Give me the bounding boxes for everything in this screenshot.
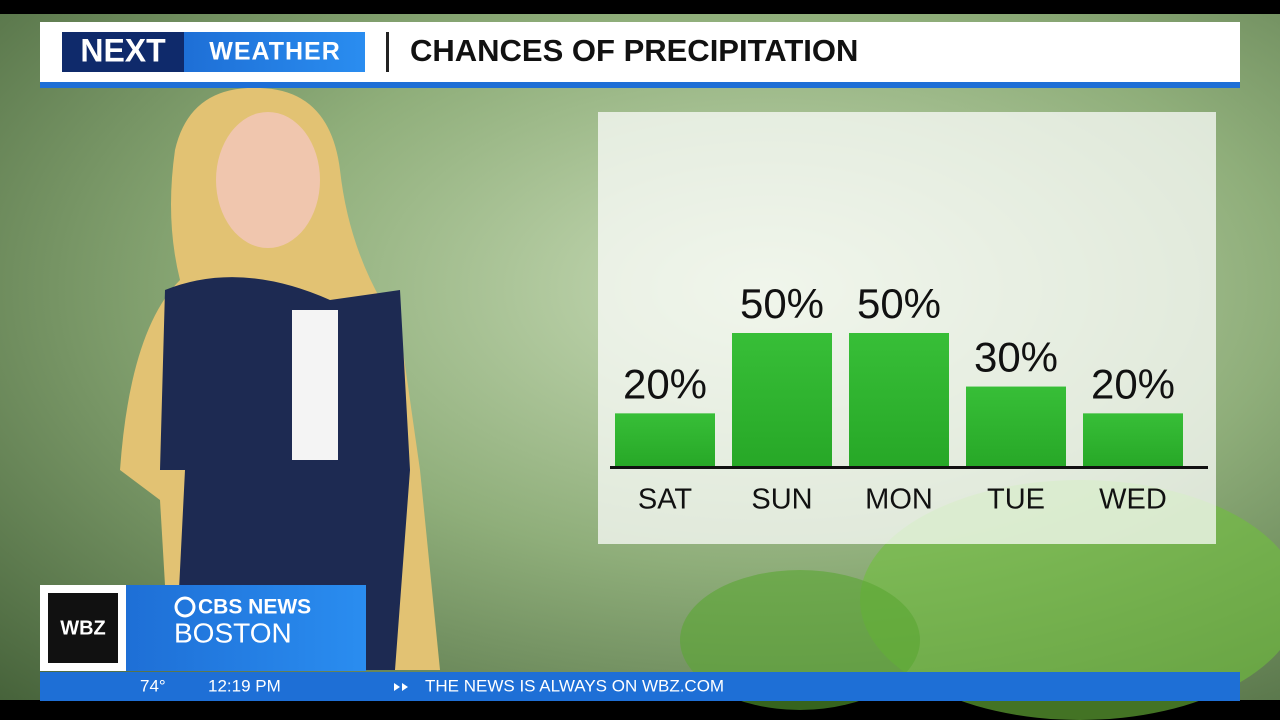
x-tick-label: WED bbox=[1099, 484, 1167, 516]
station-inner bbox=[48, 593, 118, 663]
ticker-icon bbox=[394, 683, 408, 691]
network-box bbox=[126, 585, 366, 671]
x-tick-label: TUE bbox=[987, 484, 1045, 516]
value-label: 20% bbox=[623, 360, 707, 407]
value-label: 50% bbox=[857, 280, 941, 327]
bar-shine bbox=[966, 386, 1066, 467]
logo-box bbox=[184, 32, 365, 72]
x-tick-label: SAT bbox=[638, 484, 693, 516]
bar-shine bbox=[615, 413, 715, 467]
ticker-message: THE NEWS IS ALWAYS ON WBZ.COM bbox=[425, 676, 724, 695]
x-tick-label: MON bbox=[865, 484, 933, 516]
time: 12:19 PM bbox=[208, 676, 281, 695]
chart: 20% SAT 50% SUN 50% MON 30% TUE 20% WED bbox=[615, 280, 1183, 516]
bar-shine bbox=[732, 333, 832, 467]
value-label: 30% bbox=[974, 334, 1058, 381]
bar-shine bbox=[1083, 413, 1183, 467]
chart-panel bbox=[598, 112, 1216, 544]
network-eye bbox=[174, 596, 196, 618]
bar-shine bbox=[849, 333, 949, 467]
logo-text: WEATHER bbox=[209, 38, 341, 66]
value-label: 50% bbox=[740, 280, 824, 327]
network: CBS NEWS bbox=[198, 596, 311, 619]
divider bbox=[386, 32, 389, 72]
temperature: 74° bbox=[140, 676, 166, 695]
ticker-bar bbox=[40, 672, 1240, 701]
logo-box bbox=[62, 32, 184, 72]
x-tick-label: SUN bbox=[751, 484, 812, 516]
header-underline bbox=[40, 82, 1240, 88]
title: CHANCES OF PRECIPITATION bbox=[410, 33, 858, 68]
presenter bbox=[120, 87, 440, 670]
city: BOSTON bbox=[174, 617, 292, 648]
baseline bbox=[610, 466, 1208, 469]
value-label: 20% bbox=[1091, 360, 1175, 407]
station: WBZ bbox=[60, 617, 106, 639]
logo-text: NEXT bbox=[80, 32, 166, 68]
